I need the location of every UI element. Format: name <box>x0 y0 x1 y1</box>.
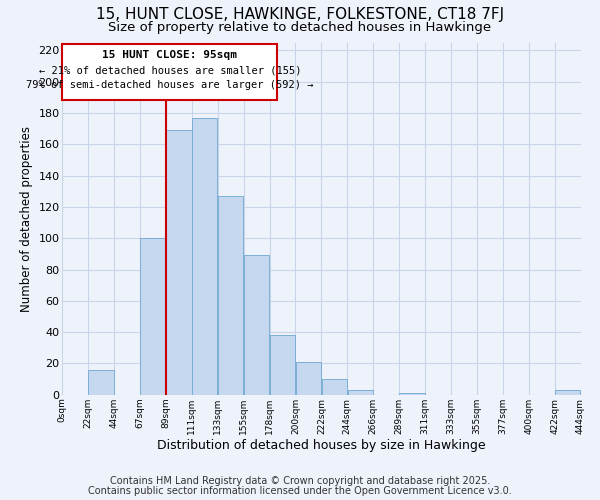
Text: Contains public sector information licensed under the Open Government Licence v3: Contains public sector information licen… <box>88 486 512 496</box>
Text: ← 21% of detached houses are smaller (155): ← 21% of detached houses are smaller (15… <box>38 66 301 76</box>
Bar <box>88 370 114 395</box>
Bar <box>244 256 269 395</box>
Bar <box>400 393 425 395</box>
Bar <box>555 390 580 395</box>
Text: 15, HUNT CLOSE, HAWKINGE, FOLKESTONE, CT18 7FJ: 15, HUNT CLOSE, HAWKINGE, FOLKESTONE, CT… <box>96 8 504 22</box>
FancyBboxPatch shape <box>62 44 277 100</box>
Text: Contains HM Land Registry data © Crown copyright and database right 2025.: Contains HM Land Registry data © Crown c… <box>110 476 490 486</box>
Bar <box>192 118 217 395</box>
Bar <box>140 238 166 395</box>
Y-axis label: Number of detached properties: Number of detached properties <box>20 126 32 312</box>
Text: 79% of semi-detached houses are larger (592) →: 79% of semi-detached houses are larger (… <box>26 80 314 90</box>
Text: Size of property relative to detached houses in Hawkinge: Size of property relative to detached ho… <box>109 21 491 34</box>
Bar <box>296 362 321 395</box>
Bar <box>347 390 373 395</box>
Bar <box>218 196 244 395</box>
Text: 15 HUNT CLOSE: 95sqm: 15 HUNT CLOSE: 95sqm <box>102 50 237 60</box>
Bar <box>270 336 295 395</box>
X-axis label: Distribution of detached houses by size in Hawkinge: Distribution of detached houses by size … <box>157 440 485 452</box>
Bar <box>322 379 347 395</box>
Bar <box>166 130 191 395</box>
